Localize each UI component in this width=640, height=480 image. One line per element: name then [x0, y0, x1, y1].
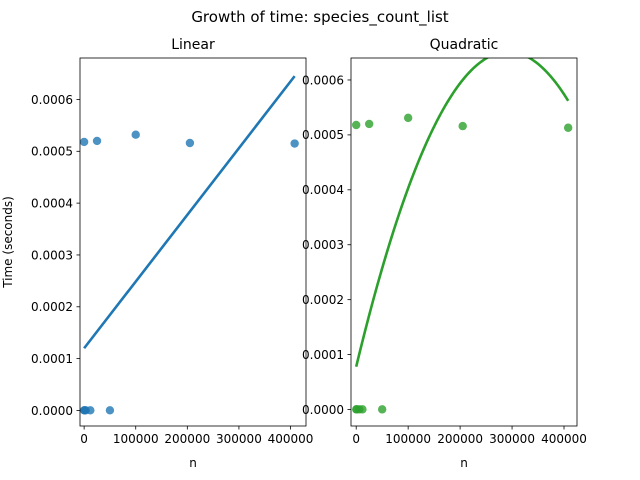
- quadratic-y-tick-label: 0.0004: [302, 183, 344, 197]
- quadratic-subplot: 0 100000 200000 300000 400000 0.0000 0.0001 0.0…: [302, 37, 587, 470]
- linear-axes-frame: [79, 57, 307, 427]
- linear-data-point: [131, 130, 140, 139]
- quadratic-data-point: [364, 119, 374, 129]
- quadratic-x-tick-label: 200000: [437, 432, 483, 446]
- linear-data-point: [92, 136, 102, 146]
- quadratic-data-point: [351, 120, 361, 130]
- linear-title: Linear: [171, 37, 215, 53]
- linear-x-tick-label: 400000: [268, 432, 314, 446]
- quadratic-y-tick-label: 0.0002: [302, 293, 344, 307]
- linear-plot-area: [80, 75, 299, 415]
- quadratic-axes-frame: [350, 57, 578, 427]
- quadratic-x-tick-label: 300000: [489, 432, 535, 446]
- quadratic-x-axis-label: n: [460, 456, 468, 470]
- quadratic-x-tick-label: 400000: [541, 432, 587, 446]
- linear-data-point: [290, 139, 299, 148]
- linear-data-point: [105, 406, 115, 415]
- quadratic-y-tick-label: 0.0000: [302, 403, 344, 417]
- figure-suptitle: Growth of time: species_count_list: [191, 8, 448, 27]
- linear-fit-line: [83, 75, 296, 350]
- linear-y-axis-label: Time (seconds): [1, 196, 15, 289]
- linear-subplot: 0 100000 200000 300000 400000 0.0000 0.0001 0.0…: [1, 37, 313, 470]
- linear-x-tick-label: 300000: [216, 432, 262, 446]
- quadratic-y-tick-label: 0.0005: [302, 128, 344, 142]
- linear-x-tick-label: 200000: [164, 432, 210, 446]
- linear-y-tick-label: 0.0003: [31, 248, 73, 262]
- quadratic-x-tick-label: 0: [352, 432, 360, 446]
- quadratic-data-point: [458, 121, 467, 131]
- quadratic-data-point: [358, 405, 367, 414]
- quadratic-data-point: [377, 405, 387, 414]
- linear-data-point: [185, 138, 195, 148]
- quadratic-x-tick-label: 100000: [385, 432, 431, 446]
- quadratic-y-tick-label: 0.0006: [302, 73, 344, 87]
- linear-y-tick-label: 0.0004: [31, 196, 73, 210]
- quadratic-data-point: [403, 113, 413, 123]
- quadratic-y-tick-label: 0.0001: [302, 348, 344, 362]
- linear-x-axis-label: n: [189, 456, 197, 470]
- linear-y-tick-label: 0.0006: [31, 93, 73, 107]
- quadratic-plot-area: [351, 58, 573, 414]
- quadratic-fit-line: [354, 58, 570, 367]
- linear-y-tick-label: 0.0002: [31, 300, 73, 314]
- linear-y-tick-label: 0.0005: [31, 145, 73, 159]
- linear-y-tick-label: 0.0001: [31, 352, 73, 366]
- linear-y-tick-label: 0.0000: [31, 404, 73, 418]
- linear-data-point: [86, 406, 95, 415]
- linear-data-point: [80, 137, 89, 147]
- quadratic-y-tick-label: 0.0003: [302, 238, 344, 252]
- linear-x-tick-label: 100000: [113, 432, 159, 446]
- linear-x-tick-label: 0: [80, 432, 88, 446]
- quadratic-data-point: [563, 123, 573, 132]
- quadratic-title: Quadratic: [430, 37, 499, 53]
